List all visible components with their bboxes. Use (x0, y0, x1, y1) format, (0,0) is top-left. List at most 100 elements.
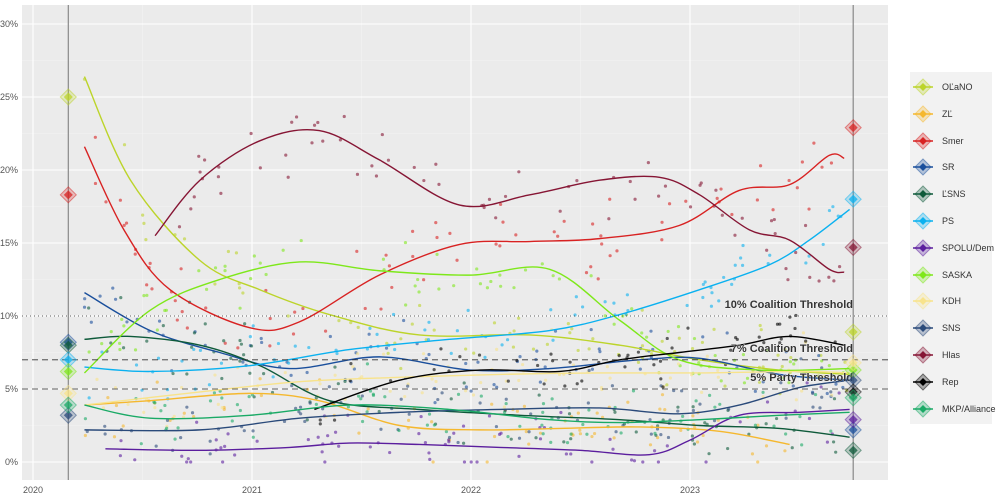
poll-point (719, 379, 723, 383)
poll-point (656, 460, 661, 464)
poll-point (202, 158, 207, 162)
y-tick-label: 25% (0, 92, 18, 102)
poll-point (495, 347, 499, 352)
poll-point (338, 138, 342, 142)
poll-point (506, 379, 510, 383)
legend-label: Rep (942, 376, 959, 387)
poll-point (587, 368, 591, 373)
election-result-marker-core (848, 242, 858, 252)
poll-point (368, 389, 373, 393)
poll-point (293, 310, 297, 314)
poll-point (422, 278, 426, 282)
poll-point (182, 411, 186, 415)
poll-point (832, 397, 837, 401)
poll-point (487, 197, 492, 201)
poll-point (762, 341, 766, 345)
poll-point (541, 410, 545, 414)
poll-point (564, 452, 568, 456)
trend-line-hlas (154, 128, 845, 274)
poll-point (649, 352, 654, 356)
poll-point (485, 286, 490, 290)
poll-point (381, 352, 386, 356)
poll-point (243, 322, 247, 326)
poll-point (542, 382, 546, 386)
poll-point (363, 306, 367, 311)
poll-point (747, 432, 751, 436)
poll-point (281, 248, 285, 252)
legend-label: SPOLU/Dem (942, 242, 995, 253)
poll-point (118, 341, 122, 346)
legend-key-icon (913, 292, 933, 311)
poll-point (461, 424, 466, 428)
poll-point (411, 254, 415, 259)
poll-point (407, 418, 411, 422)
legend-key-icon (913, 212, 933, 230)
poll-point (692, 336, 697, 341)
poll-point (495, 385, 499, 389)
poll-point (558, 209, 562, 213)
poll-point (663, 408, 667, 412)
poll-point (834, 450, 838, 454)
poll-point (268, 316, 272, 321)
poll-point (318, 382, 322, 386)
poll-point (502, 410, 507, 414)
poll-point (605, 365, 609, 369)
poll-point (600, 242, 604, 246)
poll-point (812, 141, 816, 145)
poll-point (133, 252, 137, 256)
poll-point (262, 372, 266, 376)
poll-point (213, 282, 217, 286)
poll-point (591, 337, 595, 341)
poll-point (432, 423, 436, 427)
election-result-marker-core (63, 366, 73, 376)
poll-point (730, 212, 734, 217)
poll-point (258, 166, 262, 170)
poll-point (435, 252, 439, 256)
poll-point (615, 249, 619, 253)
poll-point (458, 355, 462, 359)
poll-point (284, 153, 288, 157)
poll-point (260, 340, 264, 345)
poll-point (540, 423, 544, 427)
poll-point (241, 291, 245, 295)
poll-point (282, 419, 287, 424)
poll-point (301, 306, 305, 311)
axis-ticks: 0% 5% 10% 15% 20% 25% 30% 2020 2021 2022 2023 (0, 19, 700, 495)
poll-point (656, 436, 660, 440)
poll-point (735, 337, 739, 342)
poll-point (827, 364, 831, 368)
poll-point (469, 460, 473, 464)
poll-point (549, 352, 553, 356)
poll-point (114, 403, 119, 408)
election-result-marker-core (848, 415, 858, 425)
poll-point (437, 182, 441, 187)
poll-point (661, 385, 665, 389)
poll-point (248, 276, 253, 281)
poll-point (291, 332, 296, 336)
y-tick-label: 20% (0, 165, 18, 175)
legend-key-icon (913, 78, 933, 96)
poll-point (741, 243, 745, 248)
poll-point (150, 287, 154, 291)
poll-point (498, 244, 502, 248)
election-result-marker-core (848, 425, 858, 435)
legend-item: SR (910, 156, 955, 178)
poll-point (665, 444, 669, 448)
poll-point (440, 391, 444, 395)
poll-point (447, 435, 452, 440)
poll-point (320, 450, 324, 454)
poll-point (432, 386, 437, 391)
poll-point (192, 347, 196, 352)
poll-point (179, 267, 183, 271)
poll-point (190, 345, 194, 349)
poll-point (431, 460, 435, 464)
legend-label: ZĽ (942, 108, 953, 119)
legend-label: KDH (942, 296, 962, 307)
poll-point (333, 373, 337, 377)
poll-point (368, 326, 372, 331)
poll-point (630, 307, 634, 311)
poll-point (617, 353, 621, 358)
poll-point (551, 338, 555, 342)
poll-point (821, 242, 825, 247)
